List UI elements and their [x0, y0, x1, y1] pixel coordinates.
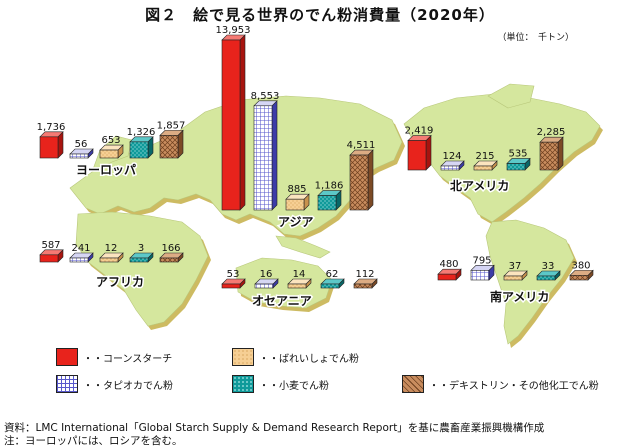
bar-tapioca — [69, 257, 89, 263]
data-label-potato: 14 — [293, 269, 306, 280]
bar-wheat — [129, 257, 149, 263]
data-label-wheat: 535 — [508, 148, 527, 159]
bar-corn — [39, 136, 59, 159]
bar-side-other — [367, 149, 374, 211]
region-1: 13,953 8,553 885 1,186 4,511 アジア — [216, 25, 376, 231]
data-label-corn: 1,736 — [37, 122, 66, 133]
bar-side-tapioca — [271, 100, 278, 211]
data-label-wheat: 1,326 — [127, 127, 156, 138]
data-label-other: 1,857 — [157, 120, 186, 131]
bar-corn — [39, 254, 59, 263]
region-label: ヨーロッパ — [76, 163, 136, 177]
bar-other — [353, 283, 373, 289]
bar-corn — [407, 140, 427, 171]
source-note: 資料：LMC International「Global Starch Suppl… — [4, 422, 545, 434]
data-label-tapioca: 241 — [71, 243, 90, 254]
bar-side-corn — [425, 134, 432, 171]
data-label-potato: 215 — [475, 151, 494, 162]
data-label-other: 4,511 — [347, 140, 376, 151]
region-label: 南アメリカ — [490, 289, 549, 304]
data-label-tapioca: 795 — [472, 255, 491, 266]
bar-corn — [221, 39, 241, 211]
data-label-tapioca: 16 — [260, 269, 273, 280]
region-3: 587 241 12 3 166 アフリカ — [39, 240, 184, 291]
bar-other — [539, 141, 559, 171]
region-label: アジア — [278, 215, 314, 229]
data-label-corn: 587 — [41, 240, 60, 251]
bar-potato — [99, 257, 119, 263]
bar-other — [349, 154, 369, 211]
unit-note: （単位： 千トン） — [497, 33, 574, 43]
world-map — [69, 83, 603, 348]
bar-wheat — [320, 283, 340, 289]
map-greenland — [487, 83, 535, 109]
bar-tapioca — [253, 105, 273, 211]
region-4: 53 16 14 62 112 オセアニア — [221, 269, 378, 310]
data-label-other: 380 — [571, 260, 590, 271]
chart-title: 図２ 絵で見る世界のでん粉消費量（2020年） — [145, 6, 495, 24]
data-label-tapioca: 8,553 — [251, 91, 280, 102]
data-label-potato: 653 — [101, 135, 120, 146]
bar-tapioca — [254, 283, 274, 289]
data-label-corn: 53 — [227, 269, 240, 280]
bar-wheat — [506, 163, 526, 171]
bar-tapioca — [470, 270, 490, 281]
bar-potato — [287, 283, 307, 289]
map-africa — [75, 211, 209, 327]
bar-corn — [437, 273, 457, 281]
data-label-other: 2,285 — [537, 127, 566, 138]
bar-tapioca — [440, 165, 460, 171]
region-label: アフリカ — [96, 275, 144, 289]
data-label-other: 166 — [161, 243, 180, 254]
data-label-potato: 12 — [105, 243, 118, 254]
bar-wheat — [129, 141, 149, 159]
bar-other — [569, 275, 589, 281]
bar-side-corn — [239, 34, 246, 211]
bar-side-other — [557, 136, 564, 171]
bar-other — [159, 257, 179, 263]
data-label-potato: 885 — [287, 184, 306, 195]
data-label-wheat: 33 — [542, 261, 555, 272]
data-label-corn: 480 — [439, 259, 458, 270]
data-label-potato: 37 — [509, 261, 522, 272]
region-label: オセアニア — [252, 294, 312, 308]
data-label-other: 112 — [355, 269, 374, 280]
bar-corn — [221, 283, 241, 289]
data-label-wheat: 3 — [138, 243, 144, 254]
footnote: 注：ヨーロッパには、ロシアを含む。 — [4, 435, 183, 447]
region-2: 2,419 124 215 535 2,285 北アメリカ — [405, 126, 566, 195]
region-5: 480 795 37 33 380 南アメリカ — [437, 255, 594, 306]
bar-wheat — [317, 195, 337, 211]
data-label-tapioca: 124 — [442, 151, 461, 162]
map-australia — [235, 257, 333, 309]
data-label-wheat: 62 — [326, 269, 339, 280]
region-label: 北アメリカ — [450, 178, 509, 193]
bar-potato — [473, 165, 493, 171]
bar-tapioca — [69, 153, 89, 159]
bar-potato — [285, 198, 305, 211]
bar-potato — [99, 149, 119, 159]
map-se-asia — [275, 235, 331, 259]
data-label-corn: 2,419 — [405, 126, 434, 137]
bar-other — [159, 135, 179, 159]
bar-potato — [503, 275, 523, 281]
bar-wheat — [536, 275, 556, 281]
data-label-corn: 13,953 — [216, 25, 251, 36]
data-label-wheat: 1,186 — [315, 181, 344, 192]
data-label-tapioca: 56 — [75, 139, 88, 150]
